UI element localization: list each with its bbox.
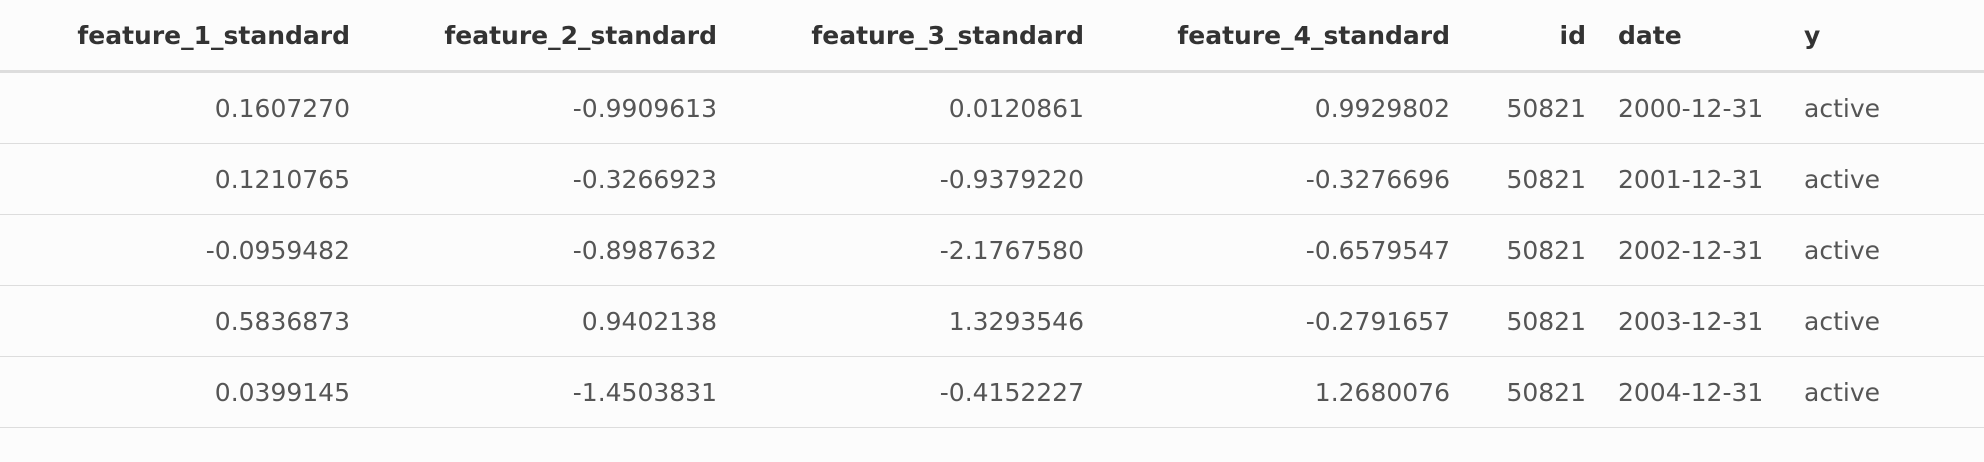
table-row: 0.5836873 0.9402138 1.3293546 -0.2791657… — [0, 285, 1984, 357]
table-header: feature_1_standard feature_2_standard fe… — [0, 0, 1984, 73]
cell-date: 2004-12-31 — [1586, 356, 1804, 428]
cell-feature-4: -0.6579547 — [1084, 214, 1450, 286]
cell-date: 2002-12-31 — [1586, 214, 1804, 286]
cell-feature-2: -0.3266923 — [350, 143, 717, 215]
cell-feature-1: 0.1607270 — [0, 71, 350, 144]
column-header-y[interactable]: y — [1804, 0, 1984, 73]
table-body: 0.1607270 -0.9909613 0.0120861 0.9929802… — [0, 71, 1984, 428]
cell-feature-2: 0.9402138 — [350, 285, 717, 357]
table-row: 0.1607270 -0.9909613 0.0120861 0.9929802… — [0, 71, 1984, 144]
cell-feature-3: -0.9379220 — [717, 143, 1084, 215]
table-row: 0.0399145 -1.4503831 -0.4152227 1.268007… — [0, 356, 1984, 428]
cell-feature-4: -0.2791657 — [1084, 285, 1450, 357]
cell-y: active — [1804, 214, 1984, 286]
cell-feature-4: -0.3276696 — [1084, 143, 1450, 215]
cell-id: 50821 — [1450, 356, 1586, 428]
cell-feature-1: -0.0959482 — [0, 214, 350, 286]
cell-y: active — [1804, 143, 1984, 215]
table-row: 0.1210765 -0.3266923 -0.9379220 -0.32766… — [0, 143, 1984, 215]
header-row: feature_1_standard feature_2_standard fe… — [0, 0, 1984, 73]
cell-date: 2003-12-31 — [1586, 285, 1804, 357]
cell-feature-3: 0.0120861 — [717, 71, 1084, 144]
cell-feature-4: 1.2680076 — [1084, 356, 1450, 428]
cell-id: 50821 — [1450, 143, 1586, 215]
cell-id: 50821 — [1450, 71, 1586, 144]
cell-id: 50821 — [1450, 285, 1586, 357]
cell-y: active — [1804, 356, 1984, 428]
cell-feature-1: 0.0399145 — [0, 356, 350, 428]
cell-feature-2: -1.4503831 — [350, 356, 717, 428]
cell-feature-3: 1.3293546 — [717, 285, 1084, 357]
cell-feature-2: -0.8987632 — [350, 214, 717, 286]
column-header-feature-2[interactable]: feature_2_standard — [350, 0, 717, 73]
cell-y: active — [1804, 71, 1984, 144]
cell-id: 50821 — [1450, 214, 1586, 286]
cell-feature-3: -0.4152227 — [717, 356, 1084, 428]
column-header-date[interactable]: date — [1586, 0, 1804, 73]
cell-feature-2: -0.9909613 — [350, 71, 717, 144]
column-header-feature-3[interactable]: feature_3_standard — [717, 0, 1084, 73]
cell-feature-1: 0.5836873 — [0, 285, 350, 357]
cell-feature-1: 0.1210765 — [0, 143, 350, 215]
column-header-feature-4[interactable]: feature_4_standard — [1084, 0, 1450, 73]
cell-feature-4: 0.9929802 — [1084, 71, 1450, 144]
cell-feature-3: -2.1767580 — [717, 214, 1084, 286]
cell-date: 2000-12-31 — [1586, 71, 1804, 144]
column-header-feature-1[interactable]: feature_1_standard — [0, 0, 350, 73]
cell-y: active — [1804, 285, 1984, 357]
column-header-id[interactable]: id — [1450, 0, 1586, 73]
table-row: -0.0959482 -0.8987632 -2.1767580 -0.6579… — [0, 214, 1984, 286]
data-table: feature_1_standard feature_2_standard fe… — [0, 0, 1984, 428]
cell-date: 2001-12-31 — [1586, 143, 1804, 215]
